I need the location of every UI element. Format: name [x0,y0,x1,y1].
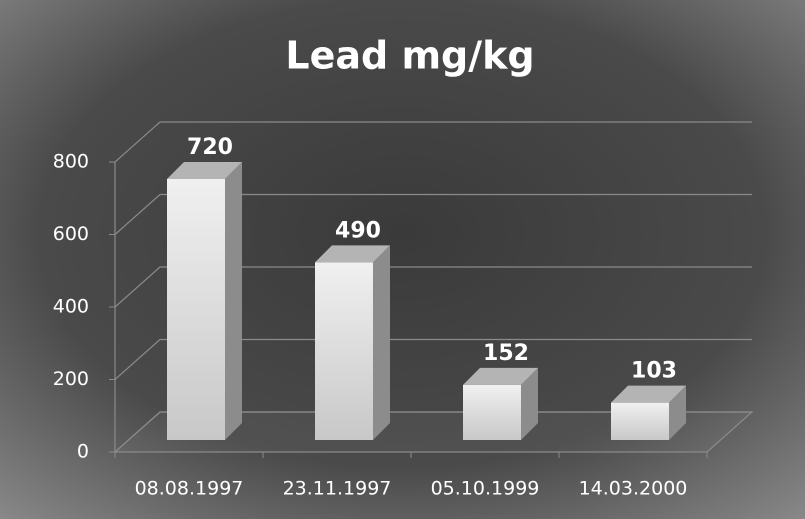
grid-line [114,266,752,308]
bar-side [373,245,390,440]
grid-line [114,338,752,380]
bar-top [315,245,390,263]
value-label: 720 [187,135,233,160]
bar [167,179,225,440]
bar [463,384,521,440]
y-tick-label: 200 [53,368,89,390]
value-label: 103 [631,359,677,384]
y-tick-label: 400 [53,296,89,318]
grid-line [114,193,752,235]
y-tick-label: 800 [53,151,89,173]
x-tick-label: 23.11.1997 [283,478,392,500]
x-tick-label: 14.03.2000 [579,478,688,500]
value-label: 152 [483,341,529,366]
bar-top [167,162,242,179]
plot-area: 0 200 400 600 800 08.08.1997 720 23.11.1997 490 0… [53,121,754,500]
x-tick-label: 05.10.1999 [431,478,540,500]
y-tick-label: 0 [77,441,89,463]
bar-side [225,162,242,440]
bar [315,262,373,440]
bar-top [611,385,686,403]
bar-side [521,367,538,440]
x-tick-label: 08.08.1997 [135,478,244,500]
grid-line [114,411,752,453]
value-label: 490 [335,218,381,243]
bar-side [669,385,686,440]
bar-top [463,367,538,385]
grid-line [114,121,752,163]
bar [611,402,669,440]
chart-title: Lead mg/kg [285,34,534,78]
y-tick-label: 600 [53,223,89,245]
